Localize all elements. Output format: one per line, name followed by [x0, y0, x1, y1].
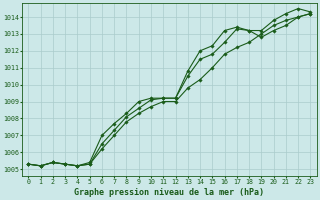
X-axis label: Graphe pression niveau de la mer (hPa): Graphe pression niveau de la mer (hPa) [74, 188, 264, 197]
